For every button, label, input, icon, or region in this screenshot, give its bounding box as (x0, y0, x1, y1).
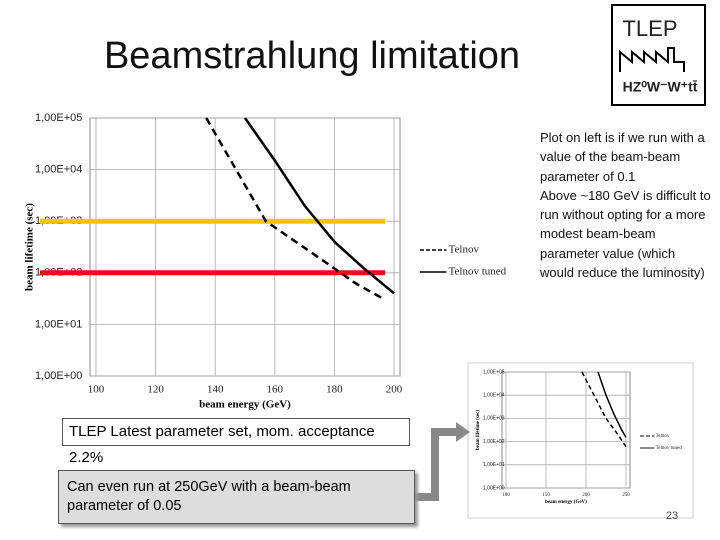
x-axis-label: beam energy (GeV) (545, 500, 587, 505)
y-tick-label: 1,00E+04 (483, 393, 505, 399)
legend-label: Telnov (656, 434, 670, 439)
x-tick-label: 160 (267, 384, 284, 396)
page-number: 23 (666, 510, 678, 522)
logo-caption: HZ⁰W⁻W⁺tt̄ (623, 78, 698, 94)
note-text: Plot on left is if we run with a value o… (540, 130, 705, 184)
logo-name: TLEP (622, 16, 677, 41)
y-tick-label: 1,00E+00 (483, 485, 505, 491)
text-box: TLEP Latest parameter set, mom. acceptan… (62, 418, 410, 466)
y-axis-label: beam lifetime (sec) (24, 203, 36, 291)
y-tick-label: 1,00E+04 (35, 164, 82, 176)
x-axis-label: beam energy (GeV) (199, 399, 291, 411)
arrow-head (456, 422, 470, 442)
slide-title: Beamstrahlung limitation (104, 35, 520, 77)
y-tick-label: 1,00E+05 (483, 369, 505, 375)
x-tick-label: 120 (147, 384, 164, 396)
x-tick-label: 250 (622, 493, 630, 498)
note: Plot on left is if we run with a value o… (540, 128, 712, 282)
series-line (205, 117, 386, 301)
y-tick-label: 1,00E+03 (483, 416, 505, 422)
series-line (581, 371, 627, 448)
x-tick-label: 100 (502, 493, 510, 498)
x-tick-label: 140 (207, 384, 224, 396)
arrow (415, 428, 458, 501)
series-line (597, 371, 627, 438)
x-tick-label: 200 (582, 493, 590, 498)
x-tick-label: 150 (542, 493, 550, 498)
y-tick-label: 1,00E+01 (35, 318, 82, 330)
y-tick-label: 1,00E+01 (483, 462, 505, 468)
y-tick-label: 1,00E+05 (35, 112, 82, 124)
legend-label: Telnov tuned (656, 446, 683, 451)
y-tick-label: 1,00E+00 (35, 370, 82, 382)
text-box: Can even run at 250GeV with a beam-beam … (58, 470, 415, 524)
legend-label: Telnov (449, 244, 480, 256)
x-tick-label: 180 (326, 384, 343, 396)
logo-factory (619, 47, 685, 72)
plot-area (89, 117, 401, 377)
legend-label: Telnov tuned (449, 266, 507, 278)
x-tick-label: 100 (88, 384, 105, 396)
plot-area (501, 371, 631, 489)
y-tick-label: 1,00E+02 (483, 439, 505, 445)
note-text: Above ~180 GeV is difficult to run witho… (540, 187, 711, 281)
x-tick-label: 200 (386, 384, 403, 396)
series-line (243, 117, 395, 295)
y-axis-label: beam lifetime (sec) (476, 410, 481, 450)
